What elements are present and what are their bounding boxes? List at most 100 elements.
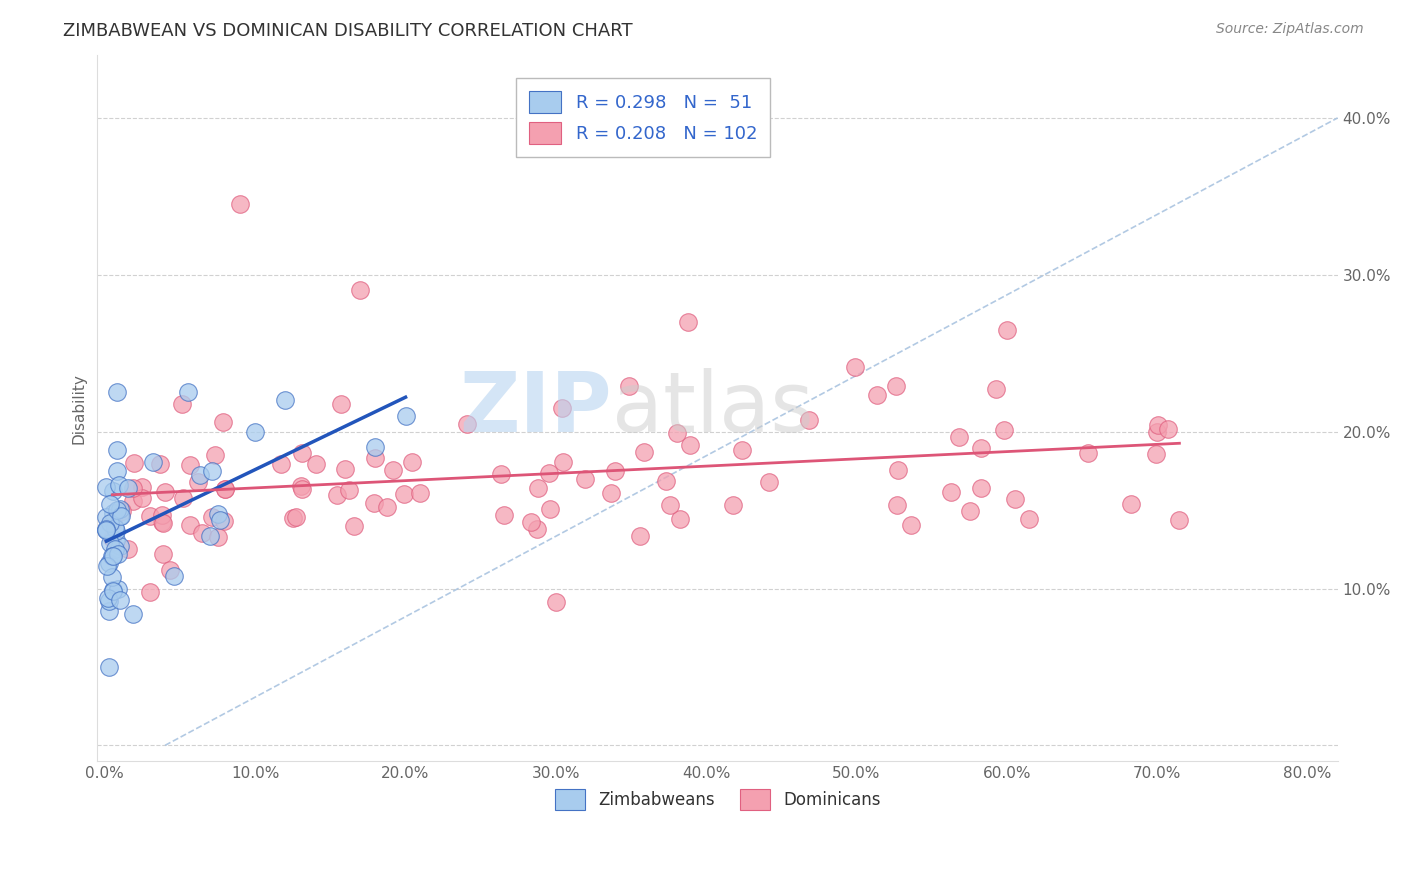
Point	[122, 607, 145, 622]
Point	[394, 409, 416, 423]
Point	[1144, 447, 1167, 461]
Point	[285, 509, 308, 524]
Point	[457, 417, 479, 431]
Point	[149, 457, 172, 471]
Point	[290, 479, 312, 493]
Point	[381, 463, 404, 477]
Point	[201, 510, 224, 524]
Point	[105, 503, 128, 517]
Point	[110, 539, 132, 553]
Point	[105, 524, 128, 538]
Text: ZIP: ZIP	[460, 368, 612, 449]
Point	[172, 491, 194, 505]
Point	[887, 462, 910, 476]
Point	[96, 480, 118, 494]
Point	[844, 360, 866, 375]
Point	[207, 507, 229, 521]
Point	[866, 388, 889, 402]
Point	[600, 485, 623, 500]
Point	[666, 425, 689, 440]
Point	[108, 477, 131, 491]
Point	[107, 582, 129, 597]
Point	[101, 549, 124, 563]
Point	[208, 513, 231, 527]
Point	[207, 530, 229, 544]
Point	[179, 458, 201, 472]
Point	[96, 559, 118, 574]
Point	[105, 385, 128, 400]
Point	[291, 483, 314, 497]
Point	[408, 485, 430, 500]
Point	[959, 504, 981, 518]
Point	[1168, 513, 1191, 527]
Point	[214, 482, 236, 496]
Point	[343, 519, 366, 533]
Legend: Zimbabweans, Dominicans: Zimbabweans, Dominicans	[548, 782, 887, 816]
Point	[98, 516, 121, 530]
Point	[122, 456, 145, 470]
Text: ZIMBABWEAN VS DOMINICAN DISABILITY CORRELATION CHART: ZIMBABWEAN VS DOMINICAN DISABILITY CORRE…	[63, 22, 633, 40]
Point	[325, 487, 347, 501]
Point	[655, 474, 678, 488]
Point	[281, 510, 304, 524]
Point	[363, 451, 385, 466]
Point	[103, 514, 125, 528]
Point	[98, 660, 121, 674]
Point	[191, 526, 214, 541]
Point	[669, 511, 692, 525]
Text: atlas: atlas	[612, 368, 814, 449]
Point	[111, 504, 134, 518]
Point	[98, 497, 121, 511]
Point	[884, 379, 907, 393]
Point	[117, 481, 139, 495]
Point	[212, 415, 235, 429]
Point	[984, 382, 1007, 396]
Point	[1146, 425, 1168, 439]
Point	[101, 584, 124, 599]
Point	[204, 448, 226, 462]
Point	[377, 500, 399, 515]
Point	[108, 509, 131, 524]
Point	[333, 462, 356, 476]
Point	[97, 591, 120, 606]
Point	[494, 508, 516, 523]
Point	[603, 464, 626, 478]
Point	[970, 481, 993, 495]
Point	[551, 455, 574, 469]
Point	[245, 425, 267, 439]
Point	[628, 529, 651, 543]
Point	[1018, 512, 1040, 526]
Point	[101, 531, 124, 545]
Point	[1157, 422, 1180, 436]
Point	[363, 496, 385, 510]
Point	[96, 510, 118, 524]
Point	[150, 515, 173, 529]
Point	[159, 563, 181, 577]
Point	[731, 442, 754, 457]
Point	[270, 457, 292, 471]
Point	[131, 491, 153, 505]
Point	[152, 547, 174, 561]
Point	[142, 455, 165, 469]
Point	[633, 444, 655, 458]
Point	[526, 522, 548, 536]
Point	[229, 197, 252, 211]
Point	[337, 483, 360, 497]
Point	[1077, 446, 1099, 460]
Text: Source: ZipAtlas.com: Source: ZipAtlas.com	[1216, 22, 1364, 37]
Point	[96, 522, 118, 536]
Point	[101, 549, 124, 563]
Point	[995, 323, 1018, 337]
Point	[886, 498, 908, 512]
Point	[155, 484, 177, 499]
Point	[797, 413, 820, 427]
Point	[939, 484, 962, 499]
Point	[538, 502, 561, 516]
Point	[544, 594, 567, 608]
Point	[98, 594, 121, 608]
Point	[274, 393, 297, 408]
Point	[1147, 418, 1170, 433]
Point	[110, 509, 132, 524]
Y-axis label: Disability: Disability	[72, 373, 86, 443]
Point	[150, 508, 173, 523]
